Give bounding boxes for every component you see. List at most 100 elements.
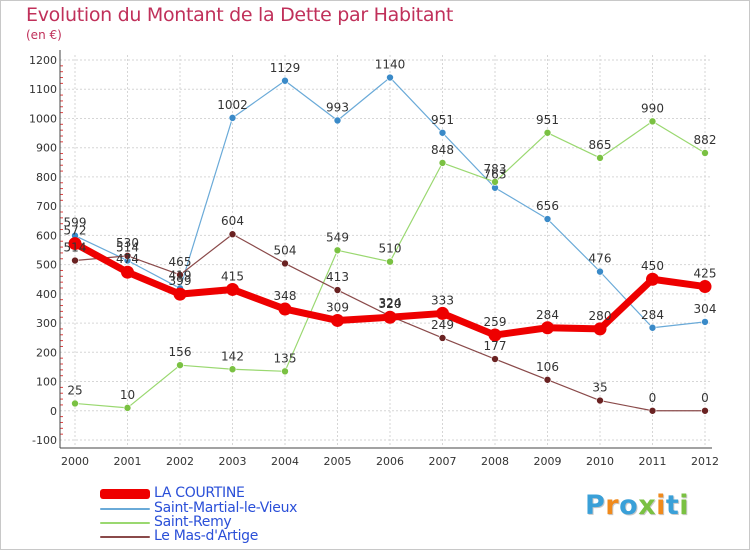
data-point bbox=[488, 328, 502, 342]
data-label: 249 bbox=[431, 318, 454, 332]
data-point bbox=[383, 310, 397, 324]
axes: -100010020030040050060070080090010001100… bbox=[29, 50, 719, 468]
y-tick-label: 600 bbox=[36, 229, 57, 242]
data-point bbox=[491, 178, 499, 186]
data-label: 413 bbox=[326, 270, 349, 284]
data-label: 348 bbox=[274, 289, 297, 303]
data-point bbox=[646, 272, 659, 286]
data-label: 510 bbox=[379, 242, 402, 256]
data-label: 990 bbox=[641, 101, 664, 115]
data-point bbox=[543, 128, 552, 137]
x-tick-label: 2001 bbox=[114, 455, 142, 468]
y-tick-label: 700 bbox=[36, 200, 57, 213]
data-label: 399 bbox=[169, 274, 192, 288]
data-label: 309 bbox=[326, 300, 349, 314]
data-point bbox=[543, 215, 552, 223]
data-point bbox=[281, 259, 289, 268]
data-point bbox=[596, 154, 604, 162]
data-point bbox=[593, 322, 607, 336]
data-point bbox=[71, 399, 79, 408]
logo-letter: t bbox=[665, 490, 680, 521]
x-tick-label: 2004 bbox=[271, 455, 299, 468]
data-label: 504 bbox=[274, 243, 297, 257]
x-tick-label: 2006 bbox=[376, 455, 404, 468]
data-point bbox=[701, 406, 709, 415]
y-tick-label: -100 bbox=[32, 434, 57, 447]
y-tick-label: 0 bbox=[50, 405, 57, 418]
x-tick-label: 2007 bbox=[429, 455, 457, 468]
data-point bbox=[278, 302, 292, 316]
data-point bbox=[68, 237, 82, 251]
data-point bbox=[176, 271, 184, 279]
data-label: 419 bbox=[169, 268, 192, 282]
data-label: 280 bbox=[589, 309, 612, 323]
data-label: 530 bbox=[116, 236, 139, 250]
chart-title: Evolution du Montant de la Dette par Hab… bbox=[26, 4, 454, 26]
data-label: 1129 bbox=[270, 61, 301, 75]
data-point bbox=[438, 334, 447, 342]
data-label: 259 bbox=[484, 315, 507, 329]
data-point bbox=[541, 321, 554, 335]
logo-letter: i bbox=[656, 490, 666, 521]
data-label: 0 bbox=[701, 391, 709, 405]
legend-swatch bbox=[100, 508, 150, 510]
data-label: 1140 bbox=[375, 58, 406, 72]
logo-letter: P bbox=[585, 490, 606, 521]
y-tick-label: 1000 bbox=[29, 112, 57, 125]
legend-swatch bbox=[100, 489, 150, 499]
data-point bbox=[436, 306, 449, 320]
data-label: 142 bbox=[221, 349, 244, 363]
data-label: 333 bbox=[431, 293, 454, 307]
y-tick-label: 1100 bbox=[29, 83, 57, 96]
legend-label: LA COURTINE bbox=[154, 485, 245, 501]
data-label: 865 bbox=[589, 138, 612, 152]
data-label: 476 bbox=[589, 252, 612, 266]
data-point bbox=[648, 406, 657, 415]
data-point bbox=[228, 365, 237, 374]
data-label: 450 bbox=[641, 259, 664, 273]
x-tick-label: 2003 bbox=[219, 455, 247, 468]
data-label: 514 bbox=[64, 241, 87, 255]
data-point bbox=[386, 257, 394, 266]
data-point bbox=[123, 252, 132, 260]
data-label: 25 bbox=[67, 383, 82, 397]
data-label: 848 bbox=[431, 143, 454, 157]
data-label: 951 bbox=[431, 113, 454, 127]
data-labels: 599 514 419 1002 1129 993 1140 951 763 656 476 284 3… bbox=[64, 58, 717, 405]
data-label: 10 bbox=[120, 388, 135, 402]
x-tick-label: 2005 bbox=[324, 455, 352, 468]
y-tick-label: 500 bbox=[36, 259, 57, 272]
data-label: 425 bbox=[694, 267, 717, 281]
data-point bbox=[226, 282, 239, 296]
series-lines bbox=[68, 73, 712, 415]
data-point bbox=[698, 280, 712, 294]
data-label: 284 bbox=[536, 308, 559, 322]
y-tick-label: 300 bbox=[36, 317, 57, 330]
y-tick-label: 800 bbox=[36, 171, 57, 184]
data-point bbox=[701, 149, 709, 157]
data-point bbox=[173, 287, 187, 301]
x-tick-label: 2009 bbox=[534, 455, 562, 468]
data-point bbox=[648, 117, 657, 126]
data-point bbox=[281, 76, 289, 85]
data-point bbox=[123, 404, 132, 412]
data-point bbox=[701, 318, 709, 326]
data-point bbox=[176, 361, 184, 369]
data-point bbox=[333, 246, 342, 255]
data-label: 177 bbox=[484, 339, 507, 353]
data-label: 35 bbox=[592, 381, 607, 395]
data-label: 951 bbox=[536, 113, 559, 127]
data-label: 320 bbox=[379, 297, 402, 311]
data-point bbox=[121, 265, 134, 279]
data-point bbox=[386, 73, 394, 82]
data-label: 604 bbox=[221, 214, 244, 228]
y-tick-label: 400 bbox=[36, 288, 57, 301]
data-point bbox=[648, 323, 657, 332]
data-label: 135 bbox=[274, 351, 297, 365]
data-point bbox=[543, 375, 552, 384]
data-point bbox=[333, 116, 342, 125]
y-tick-label: 900 bbox=[36, 142, 57, 155]
y-tick-label: 1200 bbox=[29, 54, 57, 67]
logo-letter: x bbox=[638, 490, 657, 521]
